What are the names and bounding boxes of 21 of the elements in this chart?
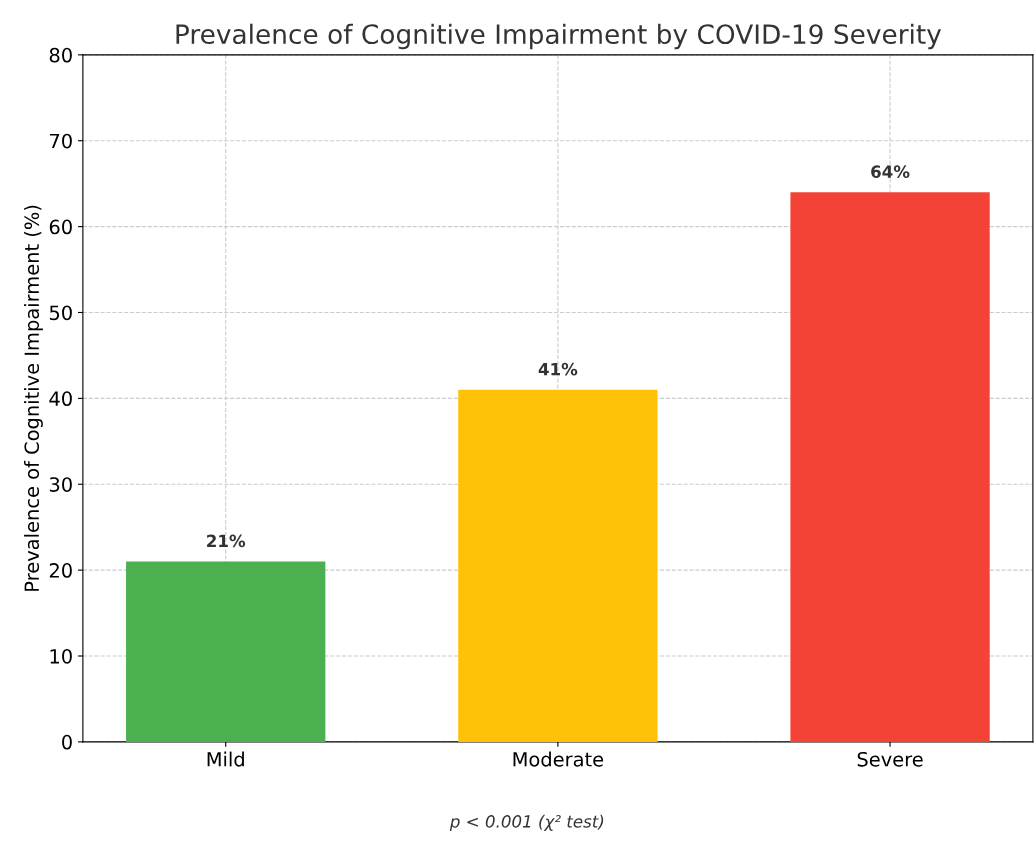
data-label: 41% — [538, 362, 578, 376]
y-tick-label: 20 — [49, 563, 72, 578]
data-label: 21% — [207, 534, 246, 548]
y-tick-label: 80 — [49, 47, 72, 63]
x-tick-label: Moderate — [513, 751, 604, 767]
y-tick-label: 50 — [49, 305, 72, 321]
y-tick-label: 60 — [49, 219, 72, 235]
y-tick-label: 40 — [49, 391, 72, 407]
y-tick-label: 70 — [50, 133, 72, 149]
bar — [458, 389, 658, 742]
y-tick-label: 10 — [50, 648, 72, 664]
chart-title: Prevalence of Cognitive Impairment by COVID-19 Severity — [176, 23, 942, 50]
y-tick-label: 30 — [49, 477, 72, 492]
x-tick-label: Severe — [857, 751, 923, 767]
x-tick-label: Mild — [207, 751, 244, 767]
data-label: 64% — [871, 165, 910, 178]
bar — [790, 192, 990, 742]
text: p < 0.001 (χ² test) — [449, 814, 604, 831]
bar — [126, 561, 326, 742]
y-tick-label: 0 — [62, 734, 72, 750]
y-axis-title: Prevalence of Cognitive Impairment (%) — [24, 205, 43, 591]
